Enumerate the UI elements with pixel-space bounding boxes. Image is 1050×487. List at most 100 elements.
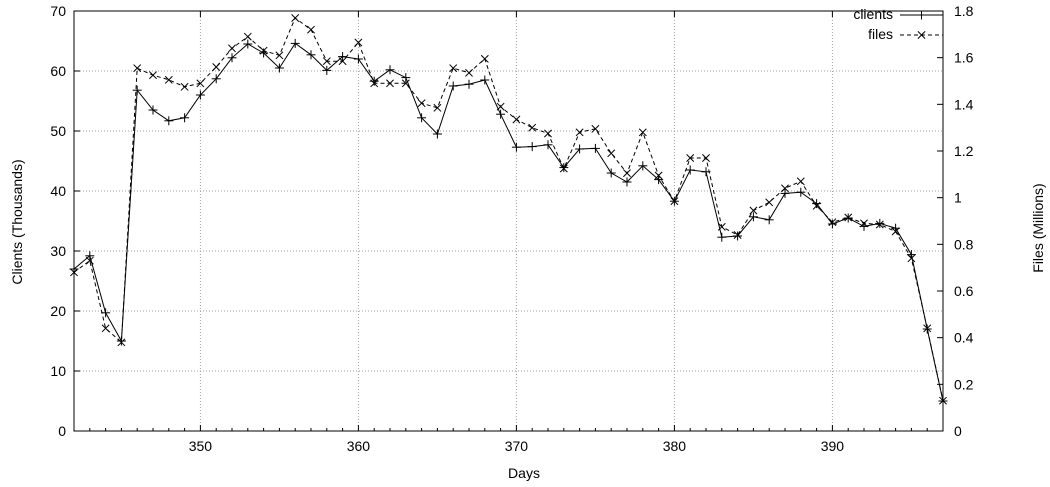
data-point-files: [85, 256, 94, 265]
data-point-clients: [338, 52, 348, 62]
data-point-clients: [527, 142, 537, 152]
data-point-files: [670, 197, 679, 206]
data-point-clients: [385, 65, 395, 75]
data-point-clients: [496, 109, 506, 119]
data-point-clients: [685, 165, 695, 175]
data-point-files: [875, 220, 884, 229]
data-point-files: [243, 32, 252, 41]
data-point-files: [291, 14, 300, 22]
data-point-clients: [448, 81, 458, 91]
data-point-clients: [290, 38, 300, 48]
y-tick-label: 30: [50, 243, 66, 259]
data-point-clients: [464, 79, 474, 89]
y-tick-label: 10: [50, 363, 66, 379]
y2-tick-label: 0.8: [954, 236, 974, 252]
data-point-files: [512, 115, 521, 124]
data-point-clients: [164, 116, 174, 126]
data-point-files: [607, 149, 616, 158]
data-point-clients: [638, 161, 648, 171]
data-point-clients: [243, 39, 253, 49]
data-point-files: [180, 82, 189, 91]
legend-label-files: files: [868, 26, 893, 42]
data-point-clients: [211, 74, 221, 84]
y2-tick-label: 1.8: [954, 3, 974, 19]
x-tick-label: 350: [189, 438, 213, 454]
y-tick-label: 20: [50, 303, 66, 319]
y2-tick-label: 0.2: [954, 376, 974, 392]
data-point-files: [275, 51, 284, 60]
x-tick-label: 390: [821, 438, 845, 454]
grid: [74, 11, 943, 431]
data-point-clients: [132, 85, 142, 95]
data-point-clients: [195, 90, 205, 100]
y-tick-label: 40: [50, 183, 66, 199]
data-point-files: [117, 338, 126, 347]
data-point-files: [544, 129, 552, 138]
data-point-files: [749, 206, 758, 215]
data-point-files: [401, 79, 410, 88]
x-tick-label: 370: [505, 438, 529, 454]
data-point-files: [907, 254, 916, 263]
data-point-files: [212, 63, 221, 71]
data-point-clients: [148, 105, 158, 115]
data-point-legend-clients: [917, 10, 926, 20]
data-point-files: [591, 124, 600, 133]
data-point-files: [638, 128, 647, 137]
data-point-clients: [827, 219, 837, 229]
plot-frame: [73, 10, 944, 432]
data-point-clients: [322, 65, 332, 75]
data-point-files: [844, 213, 853, 222]
data-point-clients: [875, 218, 885, 228]
y2-axis-label: Files (Millions): [1030, 183, 1046, 272]
x-tick-label: 360: [347, 438, 371, 454]
data-point-files: [828, 218, 837, 227]
data-point-files: [923, 324, 932, 333]
data-point-clients: [85, 251, 95, 261]
series-line-clients: [73, 42, 944, 402]
data-point-clients: [274, 63, 284, 73]
data-point-files: [133, 64, 142, 73]
series-line-files: [73, 17, 944, 401]
data-point-files: [307, 25, 315, 34]
data-point-files: [164, 75, 173, 84]
data-point-clients: [796, 187, 806, 197]
data-point-files: [623, 169, 631, 178]
data-point-clients: [622, 177, 632, 187]
data-point-files: [370, 79, 379, 88]
data-point-clients: [543, 140, 553, 150]
y-axis-label: Clients (Thousands): [9, 159, 25, 284]
data-point-files: [686, 154, 695, 162]
data-point-files: [559, 164, 568, 173]
data-point-files: [449, 64, 458, 73]
y2-tick-label: 1.6: [954, 50, 974, 66]
data-point-files: [717, 222, 726, 231]
data-point-clients: [101, 308, 111, 318]
tick-marks: [73, 10, 944, 432]
data-point-clients: [654, 175, 664, 185]
data-point-files: [228, 44, 236, 53]
y2-tick-label: 1.4: [954, 96, 974, 112]
data-point-files: [417, 99, 426, 108]
data-point-files: [259, 46, 268, 55]
data-point-clients: [432, 129, 442, 139]
data-point-files: [781, 184, 789, 193]
data-point-files: [354, 38, 363, 47]
y-tick-label: 50: [50, 123, 66, 139]
data-point-clients: [227, 53, 237, 63]
data-point-files: [702, 154, 710, 162]
x-axis-label: Days: [508, 465, 540, 481]
data-point-files: [575, 128, 584, 137]
legend-label-clients: clients: [853, 6, 893, 22]
data-point-clients: [812, 199, 822, 209]
y2-tick-label: 1.2: [954, 143, 974, 159]
data-point-clients: [748, 212, 758, 222]
data-point-files: [386, 79, 394, 88]
tick-labels: 350 360 370 380 390 0 10 20 30 40 50 60 70 0 0.2 0.4 0.6…: [50, 3, 973, 454]
data-point-files: [433, 103, 442, 112]
data-point-files: [812, 201, 821, 210]
y2-tick-label: 0.6: [954, 283, 974, 299]
series-layer: [69, 14, 948, 406]
data-point-files: [796, 177, 805, 186]
data-point-clients: [369, 76, 379, 86]
